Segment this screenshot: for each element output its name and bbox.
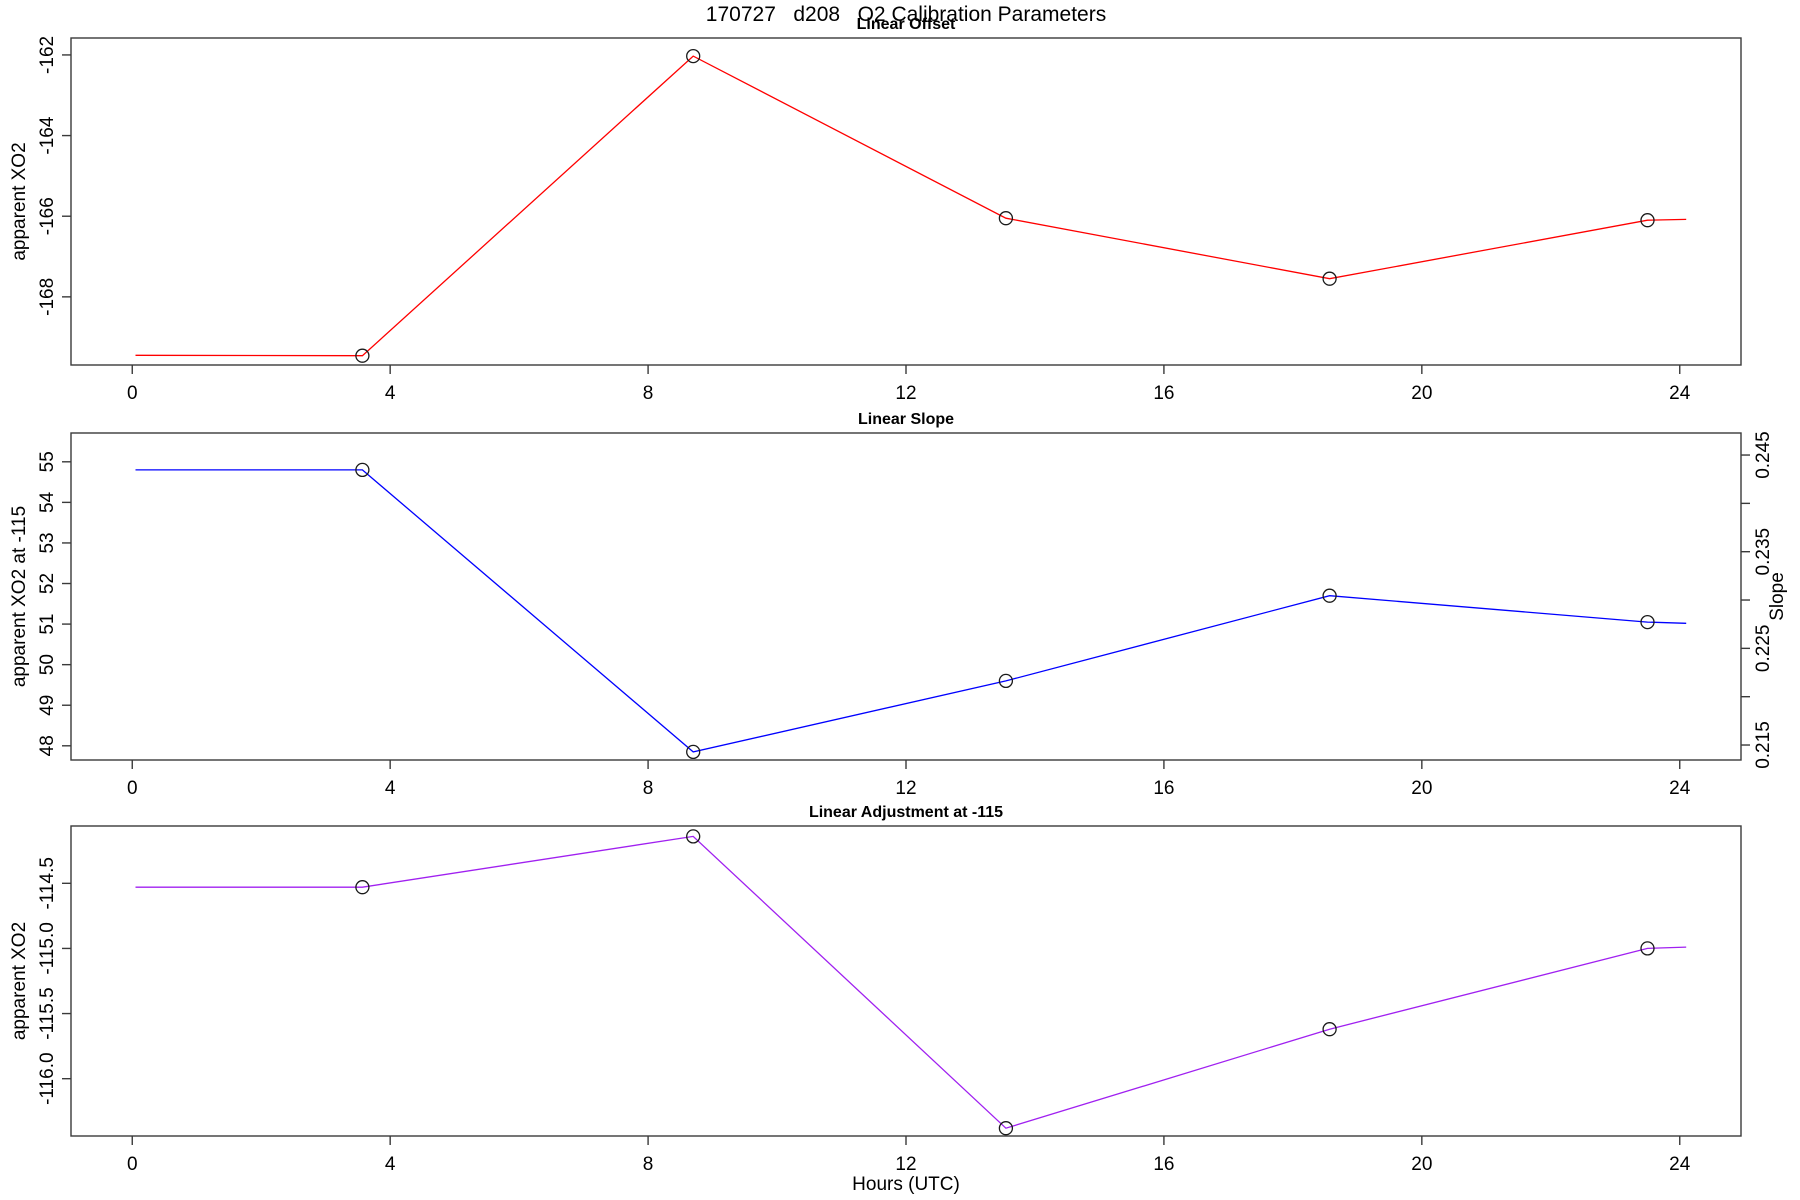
figure-title: 170727 d208 O2 Calibration Parameters [705,3,1107,26]
x-tick-label: 0 [127,383,138,404]
plot-box [70,37,1742,366]
x-tick-label: 20 [1411,778,1432,799]
data-point-marker [1640,213,1655,228]
data-point-marker [355,880,370,895]
data-point-marker [686,48,701,64]
x-tick-label: 20 [1411,383,1432,404]
data-point-marker [1640,614,1655,630]
x-tick-label: 8 [643,778,654,799]
y-tick-label: -116.0 [37,1052,58,1104]
x-tick-label: 24 [1669,778,1691,799]
y-axis-title: apparent XO2 [9,922,30,1040]
x-tick-label: 0 [127,778,138,799]
y-tick-label: 55 [37,451,58,472]
data-point-marker [998,1121,1014,1136]
y-tick-label: 51 [37,614,58,635]
y-tick-label: 48 [37,735,58,756]
data-point-marker [1640,941,1655,956]
x-tick-label: 20 [1411,1154,1432,1175]
y-tick-label: -115.5 [37,987,58,1039]
y-tick-label: 50 [37,654,58,675]
plot-box [70,432,1742,761]
x-tick-label: 16 [1153,1154,1174,1175]
y-tick-label: -115.0 [37,922,58,974]
data-point-marker [998,673,1014,689]
right-y-tick-label: 0.235 [1753,528,1774,576]
x-tick-label: 4 [385,1154,396,1175]
y-tick-label: 49 [37,695,58,716]
x-tick-label: 4 [385,383,396,404]
data-point-marker [1322,271,1337,286]
x-tick-label: 24 [1669,1154,1691,1175]
y-tick-label: 53 [37,532,58,553]
data-point-marker [1322,588,1337,603]
y-tick-label: 52 [37,573,58,594]
y-axis-title: apparent XO2 [9,142,30,260]
series-line-panel-2 [135,469,1687,753]
right-y-tick-label: 0.225 [1753,625,1774,673]
panel-title: Linear Adjustment at -115 [809,804,1003,821]
right-y-tick-label: 0.245 [1753,431,1774,479]
y-axis-title: apparent XO2 at -115 [9,506,30,687]
x-tick-label: 16 [1153,778,1174,799]
x-tick-label: 12 [895,1154,916,1175]
series-line-panel-1 [135,55,1687,357]
y-tick-label: -164 [37,116,58,154]
x-tick-label: 16 [1153,383,1174,404]
x-tick-label: 12 [895,383,916,404]
x-tick-label: 0 [127,1154,138,1175]
plot-box [70,825,1742,1137]
y-tick-label: -168 [37,278,58,316]
x-axis-title: Hours (UTC) [852,1174,960,1195]
data-point-marker [998,211,1014,226]
y-tick-label: -162 [37,36,58,74]
panel-1: 0 4 8 12 16 20 24 -162 -164 -166 -168 Linear Offset… [9,16,1742,404]
panel-title: Linear Offset [857,16,956,33]
panel-title: Linear Slope [858,411,954,428]
x-tick-label: 24 [1669,383,1691,404]
y-tick-label: 54 [37,491,58,513]
y-tick-label: -166 [37,197,58,235]
x-tick-label: 4 [385,778,396,799]
right-axis-title: Slope [1767,572,1788,621]
data-point-marker [355,348,370,363]
x-tick-label: 12 [895,778,916,799]
x-tick-label: 8 [643,1154,654,1175]
data-point-marker [355,462,370,478]
y-tick-label: -114.5 [37,857,58,909]
x-tick-label: 8 [643,383,654,404]
data-point-marker [1322,1022,1337,1037]
right-y-tick-label: 0.215 [1753,721,1774,769]
panel-3: 0 4 8 12 16 20 24 -114.5 -115.0 -115.5 -116.0 Linea… [9,804,1742,1175]
data-point-marker [686,829,701,844]
data-point-marker [686,744,701,760]
series-line-panel-3 [135,835,1687,1129]
